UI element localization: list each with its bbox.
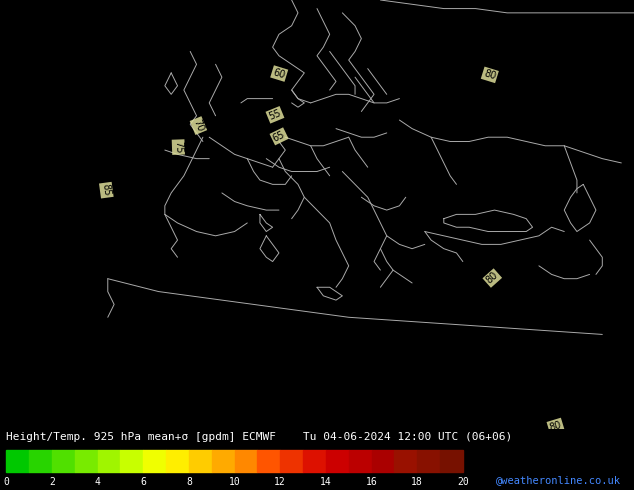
Bar bbox=[6, 450, 29, 471]
Bar bbox=[75, 450, 98, 471]
Bar bbox=[349, 450, 372, 471]
Bar bbox=[440, 450, 463, 471]
Bar bbox=[235, 450, 257, 471]
Bar bbox=[280, 450, 303, 471]
Bar bbox=[326, 450, 349, 471]
Bar bbox=[372, 450, 394, 471]
Text: 18: 18 bbox=[411, 476, 423, 487]
Text: 10: 10 bbox=[229, 476, 240, 487]
Text: 0: 0 bbox=[3, 476, 10, 487]
Text: 20: 20 bbox=[457, 476, 469, 487]
Bar bbox=[29, 450, 52, 471]
Bar bbox=[189, 450, 212, 471]
Text: 65: 65 bbox=[271, 129, 287, 144]
Text: Height/Temp. 925 hPa mean+σ [gpdm] ECMWF    Tu 04-06-2024 12:00 UTC (06+06): Height/Temp. 925 hPa mean+σ [gpdm] ECMWF… bbox=[6, 432, 513, 442]
Text: 80: 80 bbox=[484, 270, 500, 286]
Bar bbox=[166, 450, 189, 471]
Text: 16: 16 bbox=[366, 476, 377, 487]
Text: 55: 55 bbox=[268, 108, 283, 122]
Text: 8: 8 bbox=[186, 476, 192, 487]
Bar bbox=[143, 450, 166, 471]
Text: 80: 80 bbox=[548, 419, 563, 433]
Text: 2: 2 bbox=[49, 476, 55, 487]
Bar bbox=[257, 450, 280, 471]
Bar bbox=[120, 450, 143, 471]
Text: 85: 85 bbox=[101, 183, 112, 197]
Bar bbox=[303, 450, 326, 471]
Bar bbox=[98, 450, 120, 471]
Bar bbox=[394, 450, 417, 471]
Text: 6: 6 bbox=[140, 476, 146, 487]
Text: 12: 12 bbox=[275, 476, 286, 487]
Text: 60: 60 bbox=[272, 67, 287, 80]
Text: 80: 80 bbox=[482, 68, 497, 81]
Text: 70: 70 bbox=[191, 118, 205, 133]
Bar bbox=[52, 450, 75, 471]
Bar bbox=[417, 450, 440, 471]
Text: 14: 14 bbox=[320, 476, 332, 487]
Text: @weatheronline.co.uk: @weatheronline.co.uk bbox=[496, 475, 621, 485]
Bar bbox=[212, 450, 235, 471]
Text: 4: 4 bbox=[94, 476, 101, 487]
Text: 75: 75 bbox=[173, 141, 184, 153]
